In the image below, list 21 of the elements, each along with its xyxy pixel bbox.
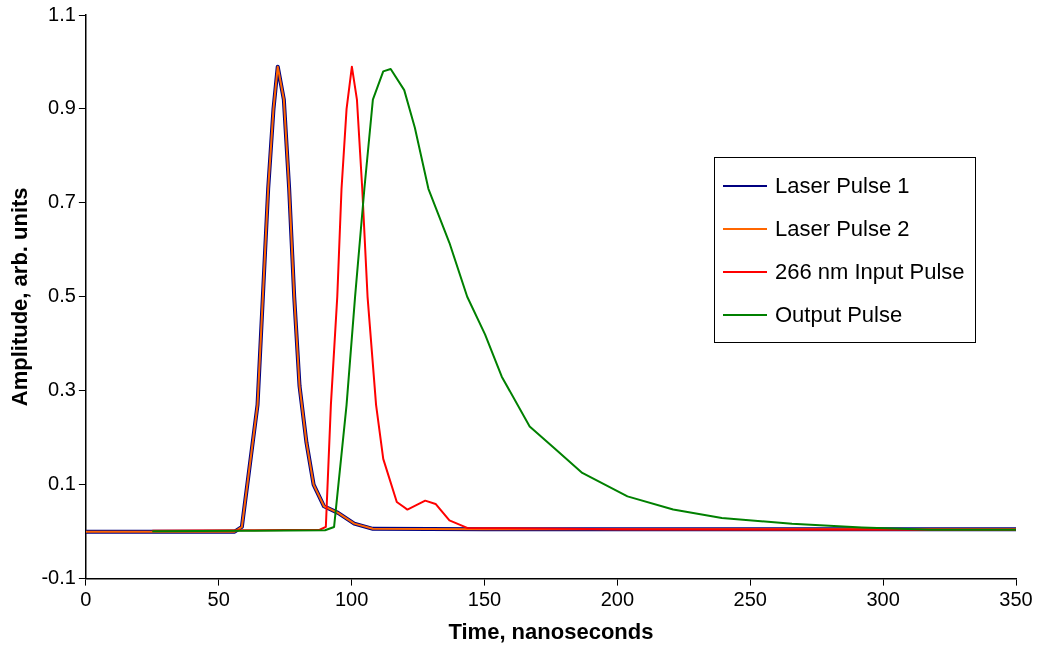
y-axis-title: Amplitude, arb. units bbox=[7, 187, 33, 407]
y-tick-label: 0.7 bbox=[48, 190, 76, 213]
y-tick-label: 1.1 bbox=[48, 2, 76, 25]
legend-label: Laser Pulse 1 bbox=[775, 172, 910, 201]
y-tick-label: 0.3 bbox=[48, 378, 76, 401]
y-tick-label: 0.5 bbox=[48, 284, 76, 307]
x-tick-label: 100 bbox=[334, 588, 369, 611]
x-tick-label: 250 bbox=[733, 588, 767, 611]
x-axis-title: Time, nanoseconds bbox=[448, 618, 654, 644]
x-tick-label: 0 bbox=[80, 588, 92, 611]
y-tick-label: -0.1 bbox=[41, 566, 76, 589]
y-tick-label: 0.1 bbox=[48, 472, 76, 495]
x-tick-label: 350 bbox=[999, 588, 1033, 611]
legend-label: Laser Pulse 2 bbox=[775, 215, 910, 244]
legend-label: Output Pulse bbox=[775, 301, 903, 330]
x-tick-label: 150 bbox=[467, 588, 502, 611]
x-tick-label: 50 bbox=[207, 588, 230, 611]
legend-label: 266 nm Input Pulse bbox=[775, 258, 965, 287]
x-tick-label: 200 bbox=[600, 588, 635, 611]
x-tick-label: 300 bbox=[866, 588, 900, 611]
y-tick-label: 0.9 bbox=[48, 96, 76, 119]
